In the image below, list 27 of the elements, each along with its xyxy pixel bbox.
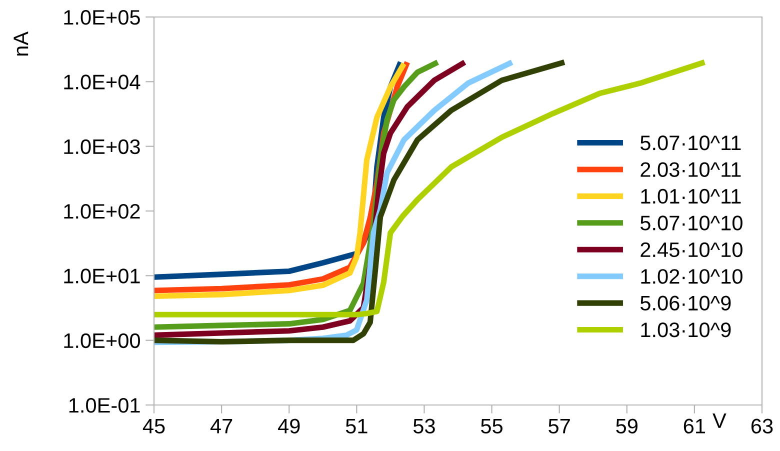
legend-label: 1.01·10^11 xyxy=(641,188,741,204)
y-tick-label: 1.0E+04 xyxy=(64,74,140,90)
legend-label: 2.45·10^10 xyxy=(640,242,742,258)
x-tick-label: 49 xyxy=(278,418,300,434)
legend-label: 1.03·10^9 xyxy=(641,322,731,338)
y-axis-title: nA xyxy=(14,31,28,56)
legend-label: 5.06·10^9 xyxy=(640,296,731,311)
y-tick-label: 1.0E+03 xyxy=(64,139,140,154)
x-tick-label: 53 xyxy=(413,418,435,434)
x-tick-label: 59 xyxy=(616,418,638,434)
x-tick-label: 57 xyxy=(548,418,570,434)
y-tick-label: 1.0E+05 xyxy=(64,10,140,25)
x-tick-label: 51 xyxy=(346,418,368,434)
x-tick-label: 63 xyxy=(751,418,773,434)
legend-label: 5.07·10^11 xyxy=(640,136,741,150)
x-tick-label: 61 xyxy=(684,418,706,434)
legend-label: 5.07·10^10 xyxy=(640,216,742,230)
legend-label: 2.03·10^11 xyxy=(640,162,741,177)
x-tick-label: 55 xyxy=(481,418,502,434)
x-axis-title: V xyxy=(712,414,726,428)
y-tick-label: 1.0E+02 xyxy=(64,204,140,219)
x-tick-label: 45 xyxy=(142,418,165,434)
y-tick-label: 1.0E-01 xyxy=(69,398,140,413)
y-tick-label: 1.0E+00 xyxy=(64,333,140,348)
y-tick-label: 1.0E+01 xyxy=(64,268,140,284)
x-tick-label: 47 xyxy=(210,418,232,434)
legend-label: 1.02·10^10 xyxy=(641,269,742,284)
